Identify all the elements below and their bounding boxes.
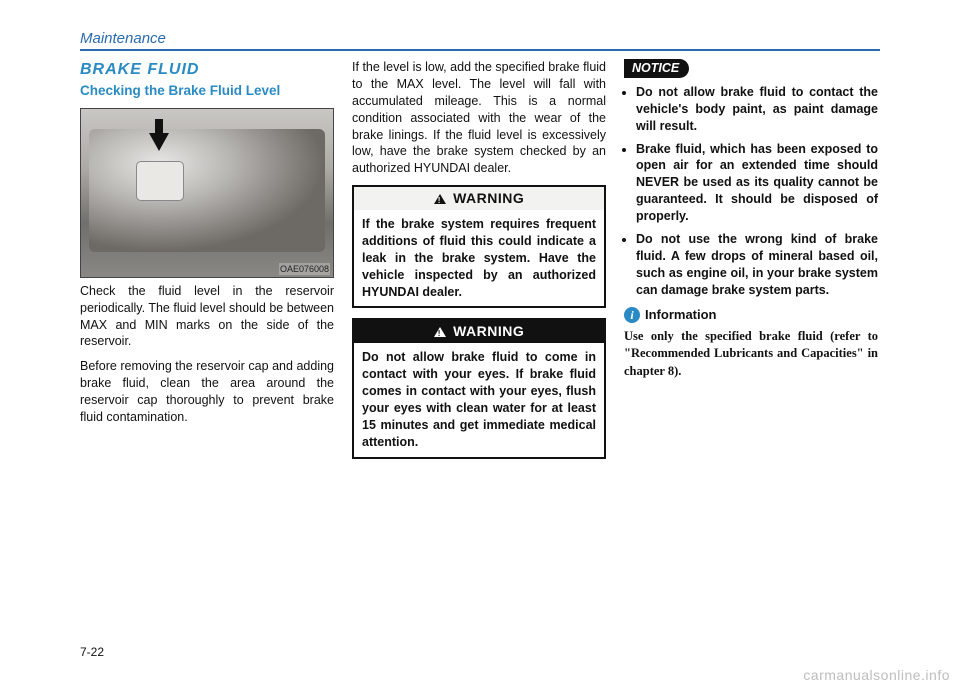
warning-callout: ! WARNING If the brake system requires f…: [352, 185, 606, 308]
notice-label-wrap: NOTICE: [624, 59, 878, 84]
brake-reservoir: [136, 161, 184, 201]
notice-label: NOTICE: [624, 59, 689, 78]
warning-triangle-icon: !: [434, 194, 446, 204]
page-number: 7-22: [80, 645, 104, 659]
column-2: If the level is low, add the specified b…: [352, 59, 606, 469]
warning-callout: ! WARNING Do not allow brake fluid to co…: [352, 318, 606, 458]
warning-title: WARNING: [453, 323, 524, 339]
manual-page: Maintenance BRAKE FLUID Checking the Bra…: [80, 30, 880, 469]
column-3: NOTICE Do not allow brake fluid to conta…: [624, 59, 878, 469]
header-rule: [80, 49, 880, 51]
list-item: Do not use the wrong kind of brake fluid…: [636, 231, 878, 299]
arrow-down-icon: [149, 133, 169, 151]
notice-bullets: Do not allow brake fluid to contact the …: [624, 84, 878, 299]
warning-body: If the brake system requires frequent ad…: [354, 210, 604, 306]
engine-shape: [89, 129, 325, 252]
warning-header: ! WARNING: [354, 320, 604, 343]
info-text: Use only the specified brake fluid (refe…: [624, 328, 878, 381]
paragraph: If the level is low, add the specified b…: [352, 59, 606, 177]
engine-photo: OAE076008: [80, 108, 334, 278]
paragraph: Check the fluid level in the reservoir p…: [80, 283, 334, 351]
section-title: BRAKE FLUID: [80, 59, 334, 81]
info-title: Information: [645, 306, 717, 324]
warning-triangle-icon: !: [434, 327, 446, 337]
watermark: carmanualsonline.info: [803, 667, 950, 683]
column-1: BRAKE FLUID Checking the Brake Fluid Lev…: [80, 59, 334, 469]
warning-title: WARNING: [453, 190, 524, 206]
section-subtitle: Checking the Brake Fluid Level: [80, 82, 334, 100]
photo-code: OAE076008: [279, 263, 330, 275]
paragraph: Before removing the reservoir cap and ad…: [80, 358, 334, 426]
chapter-header: Maintenance: [80, 30, 880, 49]
info-icon: i: [624, 307, 640, 323]
warning-header: ! WARNING: [354, 187, 604, 210]
content-columns: BRAKE FLUID Checking the Brake Fluid Lev…: [80, 59, 880, 469]
list-item: Do not allow brake fluid to contact the …: [636, 84, 878, 135]
warning-body: Do not allow brake fluid to come in cont…: [354, 343, 604, 456]
list-item: Brake fluid, which has been exposed to o…: [636, 141, 878, 225]
information-heading: i Information: [624, 306, 878, 324]
